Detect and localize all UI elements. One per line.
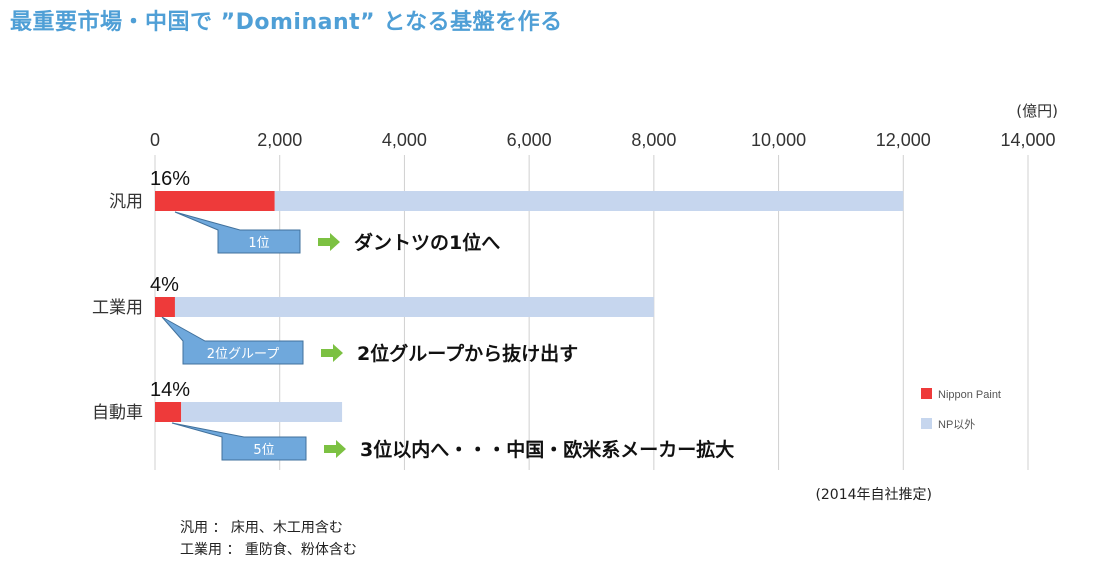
x-tick-label: 4,000 [382, 130, 427, 150]
x-tick-label: 6,000 [507, 130, 552, 150]
legend-label: NP以外 [938, 418, 975, 431]
target-message: 2位グループから抜け出す [357, 342, 578, 365]
category-label: 汎用 [109, 192, 143, 212]
share-label: 14% [150, 379, 190, 401]
bar-np-other [274, 191, 904, 211]
bar-nippon-paint [155, 402, 182, 422]
unit-label: (億円) [1016, 102, 1058, 120]
bar-nippon-paint [155, 297, 175, 317]
x-tick-label: 2,000 [257, 130, 302, 150]
target-message: ダントツの1位へ [354, 231, 500, 254]
share-label: 16% [150, 168, 190, 190]
green-arrow-icon [324, 440, 346, 458]
share-label: 4% [150, 274, 179, 296]
target-message: 3位以内へ・・・中国・欧米系メーカー拡大 [360, 438, 734, 461]
callout-label: 2位グループ [207, 347, 280, 362]
bar-nippon-paint [155, 191, 275, 211]
legend-label: Nippon Paint [938, 389, 1001, 401]
callout-box [174, 211, 301, 254]
callout-box [171, 422, 307, 461]
callout-label: 5位 [253, 443, 274, 458]
note-general: 汎用 ： 床用、木工用含む [180, 520, 343, 536]
callout-box [161, 316, 304, 365]
note-industrial: 工業用 ： 重防食、粉体含む [180, 542, 357, 558]
bar-np-other [181, 402, 343, 422]
x-tick-label: 12,000 [876, 130, 931, 150]
green-arrow-icon [318, 233, 340, 251]
page-title: 最重要市場・中国で ”Dominant” となる基盤を作る [10, 10, 563, 35]
bar-np-other [174, 297, 654, 317]
green-arrow-icon [321, 344, 343, 362]
category-label: 工業用 [92, 298, 143, 318]
x-tick-label: 8,000 [631, 130, 676, 150]
x-tick-label: 14,000 [1000, 130, 1055, 150]
x-tick-label: 10,000 [751, 130, 806, 150]
legend-swatch-np-other [921, 418, 932, 429]
source-note: (2014年自社推定) [815, 487, 932, 503]
callout-label: 1位 [248, 236, 269, 251]
x-tick-label: 0 [150, 130, 160, 150]
category-label: 自動車 [92, 403, 143, 423]
legend-swatch-nippon-paint [921, 388, 932, 399]
